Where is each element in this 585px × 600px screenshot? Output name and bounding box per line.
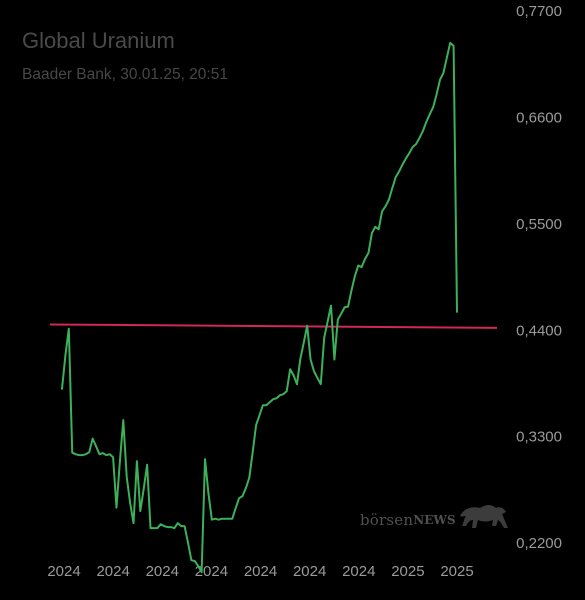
watermark-logo: börsen NEWS xyxy=(360,505,510,532)
y-tick-label: 0,3300 xyxy=(516,429,562,446)
x-tick-label: 2024 xyxy=(146,563,179,580)
bull-icon xyxy=(459,505,508,528)
chart-subtitle: Baader Bank, 30.01.25, 20:51 xyxy=(22,66,228,83)
x-tick-label: 2024 xyxy=(195,563,228,580)
y-tick-label: 0,5500 xyxy=(516,216,562,233)
watermark-text: börsen xyxy=(360,511,414,529)
x-tick-label: 2024 xyxy=(244,563,277,580)
x-tick-label: 2024 xyxy=(342,563,375,580)
y-tick-label: 0,2200 xyxy=(516,535,562,552)
x-tick-label: 2024 xyxy=(293,563,326,580)
y-tick-label: 0,7700 xyxy=(516,3,562,20)
x-tick-label: 2024 xyxy=(47,563,80,580)
reference-line xyxy=(49,323,498,329)
chart-title: Global Uranium xyxy=(22,28,175,53)
x-tick-label: 2025 xyxy=(391,563,424,580)
x-tick-label: 2024 xyxy=(96,563,129,580)
y-tick-label: 0,4400 xyxy=(516,322,562,339)
watermark-text-bold: NEWS xyxy=(413,513,456,527)
x-tick-label: 2025 xyxy=(440,563,473,580)
price-series-line xyxy=(61,41,458,574)
y-tick-label: 0,6600 xyxy=(516,110,562,127)
